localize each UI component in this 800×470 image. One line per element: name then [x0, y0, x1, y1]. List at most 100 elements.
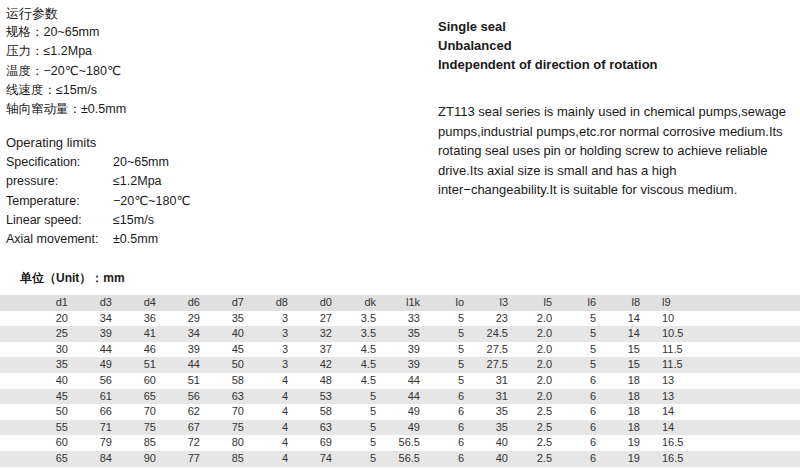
table-cell: 53	[290, 389, 334, 405]
table-cell: 25	[0, 326, 70, 342]
feature-single-seal: Single seal	[438, 17, 790, 36]
table-cell: 16.5	[642, 435, 800, 451]
table-cell: 56	[158, 389, 202, 405]
table-cell: 85	[114, 435, 158, 451]
table-cell: 4	[246, 420, 290, 436]
table-cell: 70	[114, 404, 158, 420]
table-cell: 40	[466, 451, 510, 467]
param-label: Temperature:	[6, 192, 113, 211]
table-cell: 2.0	[510, 373, 554, 389]
param-value: ≤1.2Mpa	[44, 42, 93, 61]
table-cell: 19	[598, 435, 642, 451]
param-label: 压力：	[6, 42, 44, 61]
table-cell: 65	[0, 451, 70, 467]
table-cell: 2.5	[510, 451, 554, 467]
table-cell: 2.0	[510, 357, 554, 373]
en-operating-limits-section: Operating limits Specification:20~65mm p…	[6, 133, 190, 249]
param-value: 20~65mm	[113, 153, 169, 172]
table-cell: 4.5	[334, 373, 378, 389]
table-cell: 24.5	[466, 326, 510, 342]
table-cell: 49	[70, 357, 114, 373]
table-cell: 72	[158, 435, 202, 451]
unit-label: 单位（Unit）：mm	[20, 270, 125, 287]
series-description: ZT113 seal series is mainly used in chem…	[438, 102, 790, 200]
table-cell: 14	[642, 404, 800, 420]
param-row-spec-cn: 规格：20~65mm	[6, 23, 126, 42]
table-row: 45616556634535446312.061813	[0, 389, 800, 405]
param-value: ≤1.2Mpa	[113, 172, 162, 191]
column-header-l3: l3	[466, 295, 510, 311]
column-header-l1k: l1k	[378, 295, 422, 311]
param-label: Axial movement:	[6, 230, 113, 249]
table-cell: 56.5	[378, 451, 422, 467]
table-cell: 18	[598, 373, 642, 389]
param-label: Specification:	[6, 153, 113, 172]
table-cell: 5	[334, 435, 378, 451]
table-cell: 37	[290, 342, 334, 358]
cn-operating-params-section: 运行参数 规格：20~65mm 压力：≤1.2Mpa 温度：−20℃~180℃ …	[6, 4, 126, 119]
table-cell: 60	[114, 373, 158, 389]
spec-table-header-row: d1d3d4d6d7d8d0dkl1klol3l5l6l8l9	[0, 295, 800, 311]
table-cell: 58	[290, 404, 334, 420]
table-cell: 51	[114, 357, 158, 373]
table-cell: 5	[422, 357, 466, 373]
column-header-l8: l8	[598, 295, 642, 311]
table-cell: 11.5	[642, 342, 800, 358]
param-value: −20℃~180℃	[44, 62, 121, 81]
param-row-axial-movement-cn: 轴向窜动量：±0.5mm	[6, 100, 126, 119]
table-cell: 6	[422, 451, 466, 467]
table-cell: 13	[642, 373, 800, 389]
param-value: ±0.5mm	[81, 100, 126, 119]
table-cell: 6	[554, 451, 598, 467]
table-cell: 36	[114, 311, 158, 327]
table-cell: 2.0	[510, 326, 554, 342]
column-header-l5: l5	[510, 295, 554, 311]
table-row: 6584907785474556.56402.561916.5	[0, 451, 800, 467]
table-cell: 33	[378, 311, 422, 327]
table-cell: 5	[334, 420, 378, 436]
table-cell: 40	[0, 373, 70, 389]
table-cell: 40	[202, 326, 246, 342]
table-cell: 14	[598, 311, 642, 327]
table-cell: 3.5	[334, 326, 378, 342]
param-row-axial-movement: Axial movement:±0.5mm	[6, 230, 190, 249]
table-cell: 6	[422, 420, 466, 436]
table-cell: 44	[70, 342, 114, 358]
table-cell: 3	[246, 357, 290, 373]
table-cell: 80	[202, 435, 246, 451]
param-label: Linear speed:	[6, 211, 113, 230]
param-value: ≤15m/s	[56, 81, 97, 100]
table-cell: 69	[290, 435, 334, 451]
table-cell: 56.5	[378, 435, 422, 451]
param-row-temperature-cn: 温度：−20℃~180℃	[6, 62, 126, 81]
table-cell: 5	[554, 357, 598, 373]
table-cell: 85	[202, 451, 246, 467]
param-label: 轴向窜动量：	[6, 100, 81, 119]
table-cell: 19	[598, 451, 642, 467]
column-header-lo: lo	[422, 295, 466, 311]
table-cell: 14	[642, 420, 800, 436]
table-cell: 67	[158, 420, 202, 436]
column-header-d7: d7	[202, 295, 246, 311]
table-cell: 10	[642, 311, 800, 327]
table-cell: 40	[466, 435, 510, 451]
feature-rotation: Independent of direction of rotation	[438, 55, 790, 74]
table-cell: 6	[422, 404, 466, 420]
dimension-table-wrap: d1d3d4d6d7d8d0dkl1klol3l5l6l8l9 20343629…	[0, 295, 800, 467]
table-cell: 2.0	[510, 389, 554, 405]
param-value: 20~65mm	[44, 23, 100, 42]
seal-info-section: Single seal Unbalanced Independent of di…	[438, 17, 790, 200]
table-cell: 79	[70, 435, 114, 451]
table-cell: 4	[246, 389, 290, 405]
table-cell: 51	[158, 373, 202, 389]
table-cell: 5	[422, 373, 466, 389]
column-header-d6: d6	[158, 295, 202, 311]
column-header-l9: l9	[642, 295, 800, 311]
table-cell: 31	[466, 389, 510, 405]
param-value: −20℃~180℃	[113, 192, 190, 211]
cn-params-title: 运行参数	[6, 4, 126, 23]
table-cell: 63	[202, 389, 246, 405]
column-header-l6: l6	[554, 295, 598, 311]
table-cell: 4	[246, 451, 290, 467]
table-cell: 3	[246, 326, 290, 342]
